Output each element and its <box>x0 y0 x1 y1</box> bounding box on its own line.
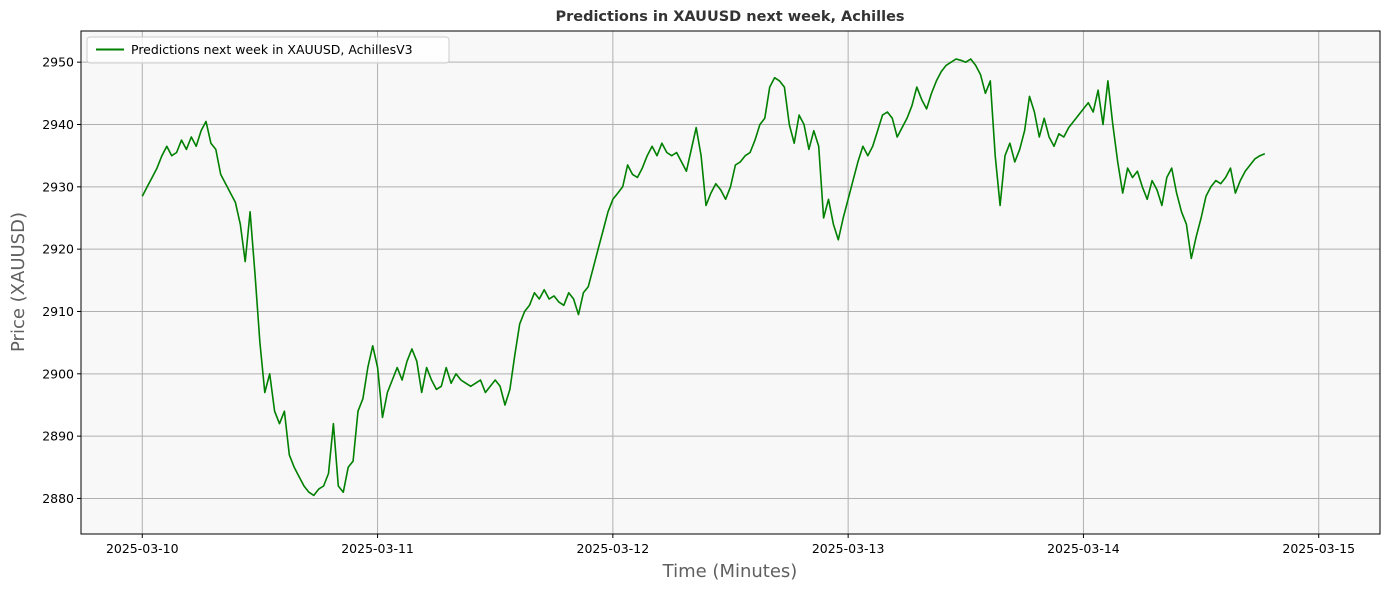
legend-label: Predictions next week in XAUUSD, Achille… <box>131 42 413 57</box>
y-tick-label: 2930 <box>42 179 74 194</box>
legend: Predictions next week in XAUUSD, Achille… <box>86 36 450 64</box>
chart-title: Predictions in XAUUSD next week, Achille… <box>555 9 904 25</box>
x-tick-label: 2025-03-10 <box>106 541 179 556</box>
y-tick-label: 2900 <box>42 366 74 381</box>
y-tick-label: 2890 <box>42 429 74 444</box>
y-tick-label: 2880 <box>42 491 74 506</box>
x-tick-label: 2025-03-11 <box>341 541 414 556</box>
y-tick-label: 2910 <box>42 304 74 319</box>
legend-box <box>86 36 450 64</box>
x-tick-label: 2025-03-15 <box>1282 541 1355 556</box>
y-axis-label: Price (XAUUSD) <box>8 212 29 352</box>
x-tick-label: 2025-03-14 <box>1047 541 1120 556</box>
y-tick-label: 2920 <box>42 242 74 257</box>
y-axis: 2880 2890 2900 2910 2920 2930 2940 2950 <box>42 55 81 506</box>
series-line <box>141 58 1266 497</box>
y-tick-label: 2950 <box>42 55 74 70</box>
series-layer <box>141 58 1266 497</box>
plot-area <box>81 31 1380 534</box>
y-tick-label: 2940 <box>42 117 74 132</box>
x-axis-label: Time (Minutes) <box>662 561 798 582</box>
x-tick-label: 2025-03-12 <box>577 541 650 556</box>
plot-frame <box>80 30 1381 535</box>
x-tick-label: 2025-03-13 <box>812 541 885 556</box>
x-axis: 2025-03-10 2025-03-11 2025-03-12 2025-03-13… <box>106 534 1355 556</box>
